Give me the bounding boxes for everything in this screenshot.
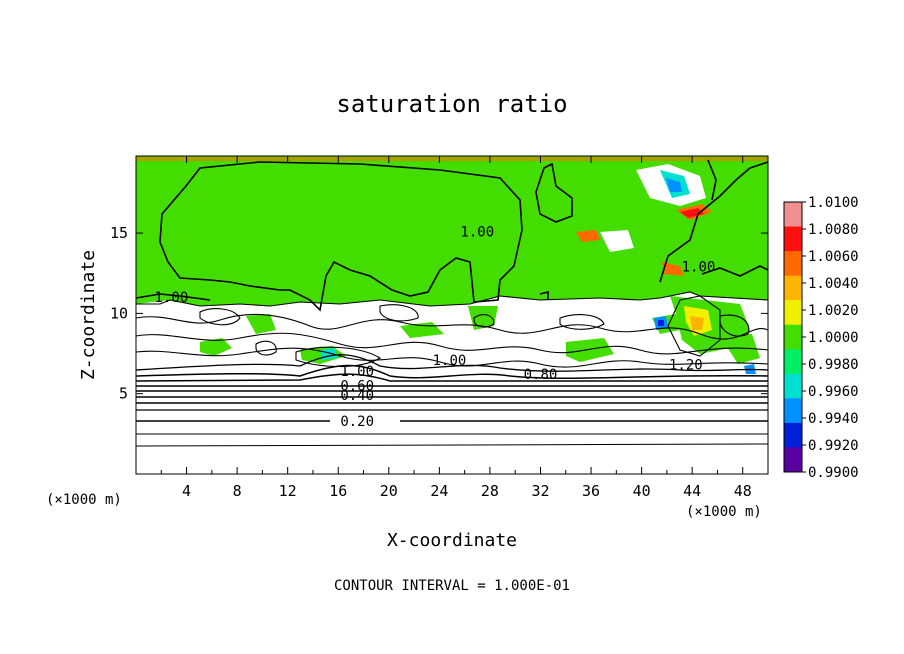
x-tick-label: 44 [683, 482, 701, 500]
contour-line [136, 332, 768, 355]
colorbar: 1.0100 1.0080 1.0060 1.0040 1.0020 1.0000 0.99… [783, 195, 859, 481]
contour-line [659, 161, 768, 283]
supersaturation-patch [576, 230, 600, 242]
colorbar-label: 1.0020 [808, 303, 859, 319]
contour-line [136, 364, 768, 380]
contour-label: 1.00 [433, 353, 467, 369]
contour-line [136, 443, 768, 447]
contour-line [199, 308, 241, 326]
cloud-patch [720, 334, 760, 364]
cloud-patch [566, 338, 614, 362]
x-tick-label: 28 [481, 482, 499, 500]
contour-label: 0.20 [340, 414, 374, 430]
colorbar-swatch [784, 300, 802, 326]
contour-line [473, 314, 495, 328]
contour-label: 1.00 [340, 364, 374, 380]
colorbar-swatch [784, 447, 802, 473]
colorbar-label: 0.9920 [808, 438, 859, 454]
x-unit-right: (×1000 m) [686, 504, 762, 520]
contour-line [719, 314, 750, 337]
contour-line [535, 162, 573, 223]
contour-label: 0.60 [340, 378, 374, 394]
contour-label: 1.00 [682, 260, 716, 276]
contour-line [136, 347, 768, 368]
saturated-region [136, 156, 768, 306]
x-tick-label: 40 [633, 482, 651, 500]
colorbar-swatch [784, 202, 802, 228]
contour-line [136, 373, 768, 382]
x-tick-label: 4 [182, 482, 191, 500]
colorbar-label: 1.0060 [808, 249, 859, 265]
contour-line [707, 159, 717, 201]
colorbar-swatch [784, 251, 802, 277]
contour-label: 0.80 [524, 367, 558, 383]
colorbar-label: 1.0100 [808, 195, 859, 211]
colorbar-label: 0.9900 [808, 465, 859, 481]
x-tick-label: 8 [233, 482, 242, 500]
contour-line [295, 346, 382, 368]
x-unit-left: (×1000 m) [46, 492, 122, 508]
contour-line [539, 290, 549, 300]
contour-line [701, 265, 768, 277]
contour-label: 1.00 [155, 290, 189, 306]
y-tick-label: 10 [110, 304, 128, 322]
colorbar-label: 0.9940 [808, 411, 859, 427]
subsaturation-patch [600, 230, 634, 252]
contour-line [136, 313, 768, 340]
x-tick-label: 48 [734, 482, 752, 500]
cloud-patch [246, 314, 276, 334]
colorbar-label: 0.9960 [808, 384, 859, 400]
chart-title: saturation ratio [336, 90, 567, 118]
colorbar-label: 1.0040 [808, 276, 859, 292]
subsaturation-patch [666, 178, 682, 192]
y-tick-label: 5 [119, 385, 128, 403]
contour-line [379, 304, 419, 322]
y-tick-label: 15 [110, 224, 128, 242]
x-axis-ticks: 4 8 12 16 20 24 28 32 36 40 44 48 [160, 156, 752, 500]
subsaturation-patch [658, 320, 664, 326]
x-tick-label: 12 [279, 482, 297, 500]
colorbar-label: 1.0080 [808, 222, 859, 238]
colorbar-swatch [784, 324, 802, 350]
contour-line [559, 314, 605, 330]
contour-line [136, 354, 768, 372]
colorbar-swatch [784, 226, 802, 252]
x-tick-label: 36 [582, 482, 600, 500]
x-axis-label: X-coordinate [387, 530, 517, 551]
contour-line [136, 291, 768, 307]
y-axis-label: Z-coordinate [78, 250, 99, 380]
contour-line [255, 340, 277, 356]
contour-line [667, 295, 721, 357]
x-tick-label: 20 [380, 482, 398, 500]
colorbar-swatch [784, 398, 802, 424]
contour-labels: 1.00 1.00 1.00 1.00 1.20 1.00 0.80 0.600.40 0.20 [155, 224, 716, 430]
contour-line [136, 293, 211, 301]
supersaturation-patch [136, 157, 768, 161]
colorbar-label: 0.9980 [808, 357, 859, 373]
colorbar-swatch [784, 422, 802, 448]
contour-interval-note: CONTOUR INTERVAL = 1.000E-01 [334, 578, 570, 594]
colorbar-label: 1.0000 [808, 330, 859, 346]
supersaturation-patch [662, 262, 684, 276]
x-tick-label: 24 [430, 482, 448, 500]
contour-line [159, 161, 523, 312]
cloud-patch [200, 338, 232, 356]
contour-label: 1.00 [460, 224, 494, 240]
colorbar-swatch [784, 373, 802, 399]
supersaturation-patch [690, 316, 704, 330]
contour-label: 0.40 [340, 388, 374, 404]
x-tick-label: 16 [329, 482, 347, 500]
contour-label: 1.20 [669, 358, 703, 374]
colorbar-swatch [784, 349, 802, 375]
x-tick-label: 32 [531, 482, 549, 500]
plot-area: 1.00 1.00 1.00 1.00 1.20 1.00 0.80 0.600.40 0.20 [135, 155, 769, 475]
colorbar-swatch [784, 275, 802, 301]
plot-frame [135, 155, 769, 475]
y-axis-ticks: 5 10 15 [110, 224, 768, 403]
